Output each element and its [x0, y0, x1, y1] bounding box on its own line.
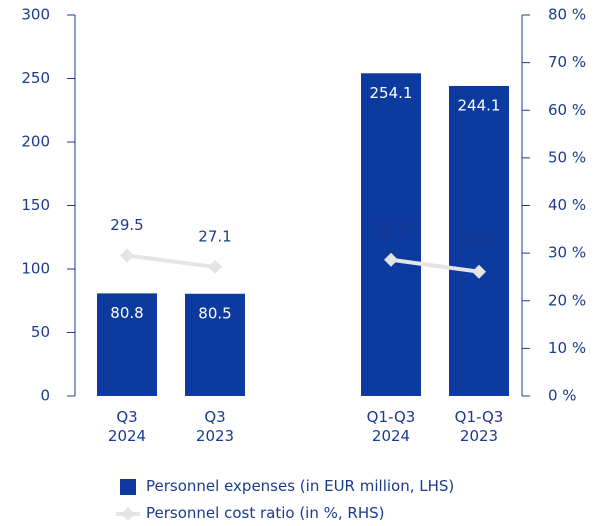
x-tick-label: Q3 2024 [107, 408, 147, 445]
y-tick-label: 100 [21, 260, 50, 278]
y2-tick-label: 80 % [548, 6, 586, 24]
bar [361, 73, 421, 396]
line [126, 253, 216, 269]
y2-tick-label: 10 % [548, 339, 586, 357]
y2-tick-label: 60 % [548, 101, 586, 119]
line [390, 257, 480, 274]
y-tick-label: 250 [21, 69, 50, 87]
marker [208, 259, 222, 274]
line-label: 27.1 [198, 227, 231, 245]
y-tick-label: 200 [21, 133, 50, 151]
y2-tick-label: 0 % [548, 387, 577, 405]
y2-tick-label: 40 % [548, 196, 586, 214]
legend-swatch [121, 507, 135, 521]
y-tick-label: 50 [31, 323, 50, 341]
x-tick-label: Q1-Q3 2023 [454, 408, 504, 445]
y-tick-label: 150 [21, 196, 50, 214]
legend-swatch [120, 479, 136, 495]
y2-tick-label: 70 % [548, 53, 586, 71]
y-tick-label: 0 [40, 387, 50, 405]
marker [120, 248, 134, 263]
marker [472, 264, 486, 279]
legend-label: Personnel expenses (in EUR million, LHS) [146, 477, 455, 495]
x-tick-label: Q3 2023 [195, 408, 235, 445]
line-label: 29.5 [110, 216, 143, 234]
bar [97, 293, 157, 396]
line-label: 28.6 [374, 220, 407, 238]
bar [449, 85, 509, 397]
bar [185, 293, 245, 396]
legend-label: Personnel cost ratio (in %, RHS) [146, 504, 385, 522]
y-tick-label: 300 [21, 6, 50, 24]
bar-label: 80.5 [198, 304, 231, 322]
marker [384, 252, 398, 267]
x-tick-label: Q1-Q3 2024 [366, 408, 416, 445]
y2-tick-label: 30 % [548, 244, 586, 262]
bar-label: 244.1 [458, 96, 501, 114]
bar-label: 80.8 [110, 304, 143, 322]
bar-label: 254.1 [370, 84, 413, 102]
line-label: 26.1 [462, 232, 495, 250]
y2-tick-label: 50 % [548, 148, 586, 166]
y2-tick-label: 20 % [548, 291, 586, 309]
